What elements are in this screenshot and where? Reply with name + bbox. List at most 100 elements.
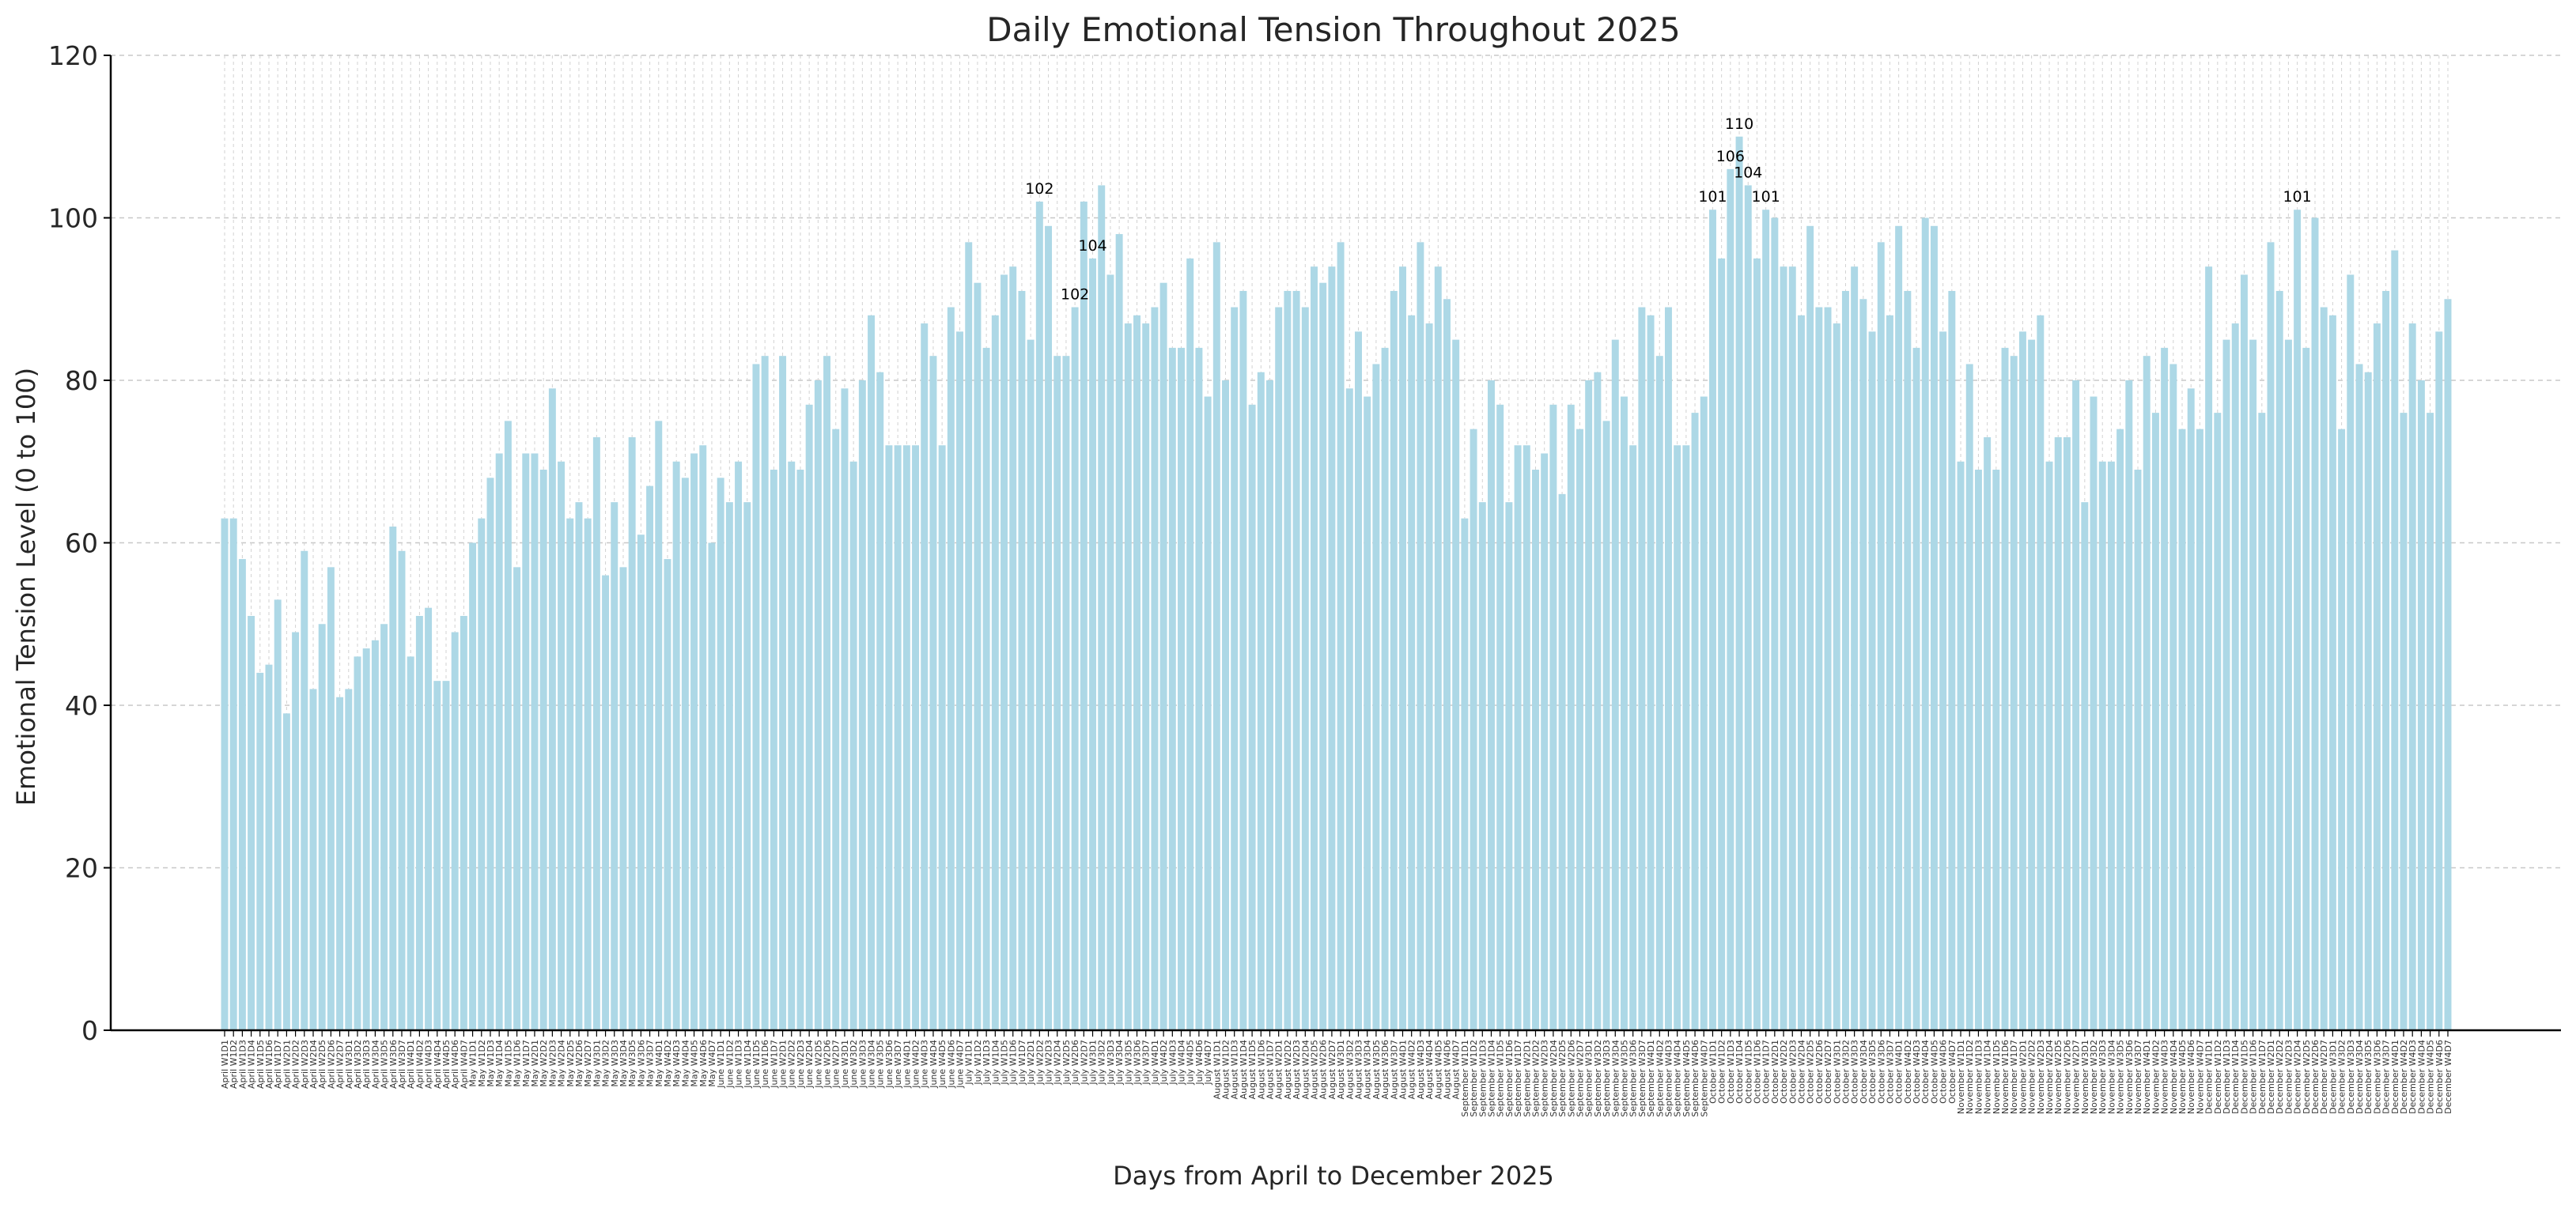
x-tick-label: September W4D4: [1673, 1040, 1683, 1117]
x-tick-label: September W2D2: [1530, 1040, 1541, 1117]
x-tick-label: December W3D3: [2346, 1040, 2356, 1114]
bar: [1168, 347, 1176, 1030]
x-tick-label: September W1D2: [1469, 1040, 1479, 1117]
x-tick-label: December W4D2: [2399, 1040, 2409, 1114]
bar: [717, 478, 724, 1030]
bar: [1417, 242, 1424, 1030]
bars: [221, 136, 2452, 1031]
x-tick-label: September W1D1: [1460, 1040, 1470, 1117]
x-tick-label: April W3D2: [353, 1040, 363, 1089]
bar: [1311, 266, 1318, 1030]
x-tick-label: October W1D4: [1734, 1040, 1745, 1104]
bar: [2267, 242, 2275, 1030]
bar: [761, 356, 769, 1030]
x-tick-label: June W3D4: [867, 1040, 877, 1089]
x-tick-label: December W2D6: [2310, 1040, 2321, 1114]
x-tick-label: June W3D2: [849, 1040, 859, 1089]
x-tick-label: November W4D7: [2195, 1040, 2205, 1114]
x-tick-label: October W2D2: [1779, 1040, 1789, 1104]
x-tick-label: June W2D5: [813, 1040, 823, 1089]
bar: [2143, 356, 2150, 1030]
x-tick-label: October W4D5: [1929, 1040, 1939, 1104]
x-tick-label: July W4D1: [1150, 1040, 1160, 1086]
bar: [1124, 323, 1132, 1030]
bar: [708, 542, 716, 1030]
bar: [1682, 445, 1690, 1030]
y-tick-label: 100: [48, 203, 98, 234]
y-axis-label: Emotional Tension Level (0 to 100): [11, 368, 41, 806]
x-tick-label: October W1D1: [1708, 1040, 1718, 1104]
data-labels: 102 102 104 101 106 110 104 101 101: [1025, 115, 2312, 304]
x-tick-label: July W2D1: [1026, 1040, 1036, 1086]
x-tick-label: April W2D4: [308, 1040, 319, 1089]
bar: [1992, 470, 2000, 1030]
x-tick-label: October W3D7: [1885, 1040, 1895, 1104]
bar: [2214, 413, 2222, 1030]
bar: [1753, 258, 1761, 1030]
bar: [1301, 307, 1309, 1030]
bar: [2081, 502, 2089, 1030]
data-label: 101: [2283, 188, 2311, 206]
x-tick-label: November W1D2: [1965, 1040, 1975, 1114]
x-tick-label: September W3D5: [1619, 1040, 1629, 1117]
bar: [1523, 445, 1530, 1030]
bar: [2054, 436, 2062, 1030]
x-tick-label: July W1D2: [973, 1040, 983, 1086]
x-tick-label: November W1D1: [1956, 1040, 1966, 1114]
bar: [2408, 323, 2416, 1030]
x-tick-label: June W3D6: [884, 1040, 895, 1089]
x-tick-label: September W3D4: [1610, 1040, 1621, 1117]
x-tick-label: May W4D6: [698, 1040, 709, 1087]
bar: [1939, 331, 1947, 1031]
x-tick-label: December W4D3: [2408, 1040, 2418, 1114]
bar: [1178, 347, 1185, 1030]
bar: [2275, 290, 2283, 1031]
x-tick-label: August W3D1: [1336, 1040, 1346, 1099]
x-tick-label: September W2D5: [1557, 1040, 1568, 1117]
bar: [1355, 331, 1362, 1031]
x-tick-label: July W3D3: [1106, 1040, 1116, 1086]
x-tick-label: April W1D2: [229, 1040, 239, 1089]
x-tick-label: December W3D4: [2355, 1040, 2365, 1114]
bar: [1567, 404, 1575, 1030]
x-tick-label: June W1D4: [743, 1040, 753, 1089]
bar: [1895, 225, 1903, 1030]
x-tick-label: April W4D5: [441, 1040, 452, 1089]
bar: [469, 542, 477, 1030]
x-tick-label: May W3D5: [627, 1040, 637, 1087]
bar: [1408, 315, 1416, 1030]
bar: [1133, 315, 1140, 1030]
bar: [1824, 307, 1832, 1030]
bar: [282, 713, 290, 1030]
bar: [991, 315, 999, 1030]
x-tick-label: July W3D5: [1123, 1040, 1133, 1086]
bar: [1851, 266, 1859, 1030]
bar: [1364, 396, 1371, 1030]
bar: [1062, 356, 1070, 1030]
x-tick-label: May W4D1: [654, 1040, 664, 1087]
x-tick-label: October W3D6: [1876, 1040, 1886, 1104]
bar: [336, 697, 344, 1030]
x-tick-label: October W3D4: [1859, 1040, 1869, 1104]
bar: [2417, 380, 2425, 1030]
x-tick-label: December W2D5: [2302, 1040, 2312, 1114]
bar: [1575, 429, 1583, 1030]
bar: [2222, 339, 2230, 1030]
bar: [2294, 210, 2302, 1031]
bar: [2444, 299, 2452, 1030]
bar: [868, 315, 876, 1030]
bar: [592, 436, 600, 1030]
bar: [460, 615, 467, 1030]
x-tick-label: August W1D4: [1239, 1040, 1249, 1099]
bar: [1372, 364, 1380, 1030]
bar: [1700, 396, 1708, 1030]
x-tick-label: September W1D6: [1504, 1040, 1515, 1117]
bar: [2355, 364, 2363, 1030]
bar: [912, 445, 920, 1030]
bar: [725, 502, 733, 1030]
bar: [1797, 315, 1805, 1030]
x-tick-label: August W1D7: [1265, 1040, 1276, 1099]
x-tick-label: August W4D1: [1398, 1040, 1408, 1099]
bar: [371, 640, 379, 1030]
